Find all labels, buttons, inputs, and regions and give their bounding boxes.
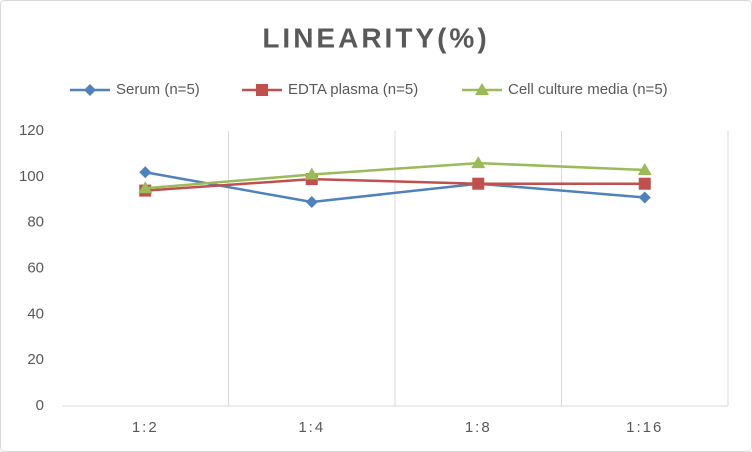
series-line bbox=[145, 177, 645, 192]
series-line bbox=[145, 171, 645, 204]
x-tick-label: 1:2 bbox=[132, 419, 159, 436]
y-tick-label: 80 bbox=[27, 214, 44, 231]
x-tick-label: 1:16 bbox=[626, 419, 663, 436]
chart-title: LINEARITY(%) bbox=[262, 22, 489, 53]
legend-label: EDTA plasma (n=5) bbox=[288, 81, 418, 98]
y-tick-label: 0 bbox=[36, 397, 44, 414]
marker bbox=[475, 83, 489, 95]
marker bbox=[638, 191, 651, 204]
marker bbox=[256, 84, 268, 96]
y-tick-label: 20 bbox=[27, 351, 44, 368]
marker bbox=[84, 84, 96, 96]
y-tick-label: 100 bbox=[19, 168, 44, 185]
legend-label: Serum (n=5) bbox=[116, 81, 200, 98]
y-tick-label: 120 bbox=[19, 122, 44, 139]
marker bbox=[304, 167, 319, 180]
x-tick-label: 1:8 bbox=[465, 419, 492, 436]
marker bbox=[471, 156, 486, 169]
y-tick-label: 60 bbox=[27, 259, 44, 276]
marker bbox=[139, 166, 152, 179]
marker bbox=[638, 177, 651, 190]
marker bbox=[637, 162, 652, 175]
legend-label: Cell culture media (n=5) bbox=[508, 81, 668, 98]
series-line bbox=[145, 161, 645, 190]
marker bbox=[472, 177, 485, 190]
marker bbox=[138, 181, 153, 194]
x-tick-label: 1:4 bbox=[298, 419, 325, 436]
marker bbox=[305, 196, 318, 209]
y-tick-label: 40 bbox=[27, 305, 44, 322]
